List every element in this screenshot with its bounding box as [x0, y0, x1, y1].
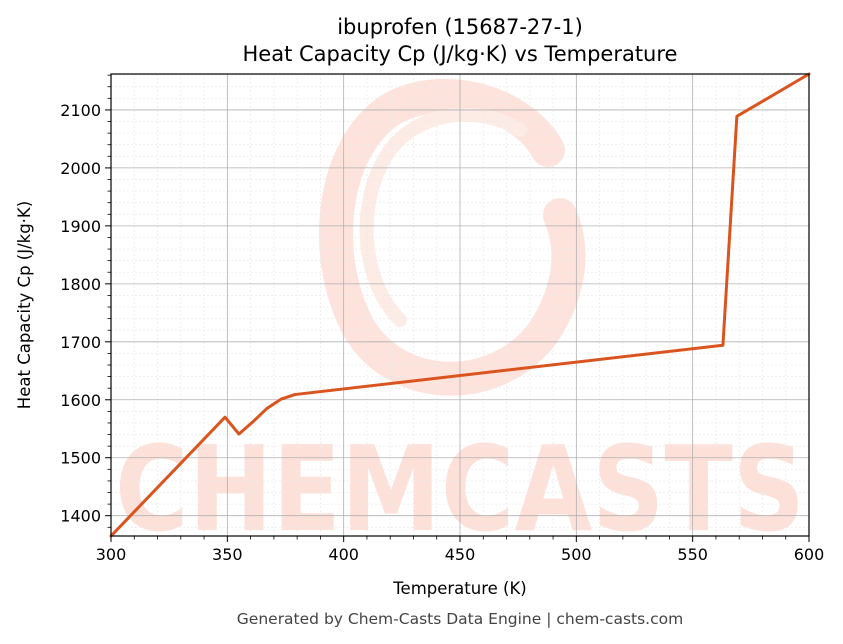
series-layer [109, 72, 811, 538]
y-tick-label: 1800 [60, 275, 101, 294]
y-tick-label: 1400 [60, 507, 101, 526]
chart-subtitle: Heat Capacity Cp (J/kg·K) vs Temperature [243, 42, 678, 66]
x-tick-label: 300 [96, 545, 127, 564]
x-tick-label: 500 [561, 545, 592, 564]
x-axis-label: Temperature (K) [392, 579, 526, 598]
footer-credit: Generated by Chem-Casts Data Engine | ch… [237, 610, 683, 628]
x-tick-label: 400 [328, 545, 359, 564]
x-tick-label: 550 [677, 545, 708, 564]
y-tick-label: 2000 [60, 159, 101, 178]
series-line-0 [109, 72, 811, 538]
y-axis-label: Heat Capacity Cp (J/kg·K) [15, 201, 34, 409]
x-tick-label: 350 [212, 545, 243, 564]
y-tick-label: 1500 [60, 449, 101, 468]
y-tick-label: 2100 [60, 101, 101, 120]
y-tick-label: 1600 [60, 391, 101, 410]
axis-ticks: 300 350 400 450 500 550 600 1400 1500 1600 1700 180… [60, 74, 825, 564]
x-tick-label: 600 [794, 545, 825, 564]
chart-title: ibuprofen (15687-27-1) [337, 15, 583, 39]
y-tick-label: 1900 [60, 217, 101, 236]
x-tick-label: 450 [445, 545, 476, 564]
y-tick-label: 1700 [60, 333, 101, 352]
